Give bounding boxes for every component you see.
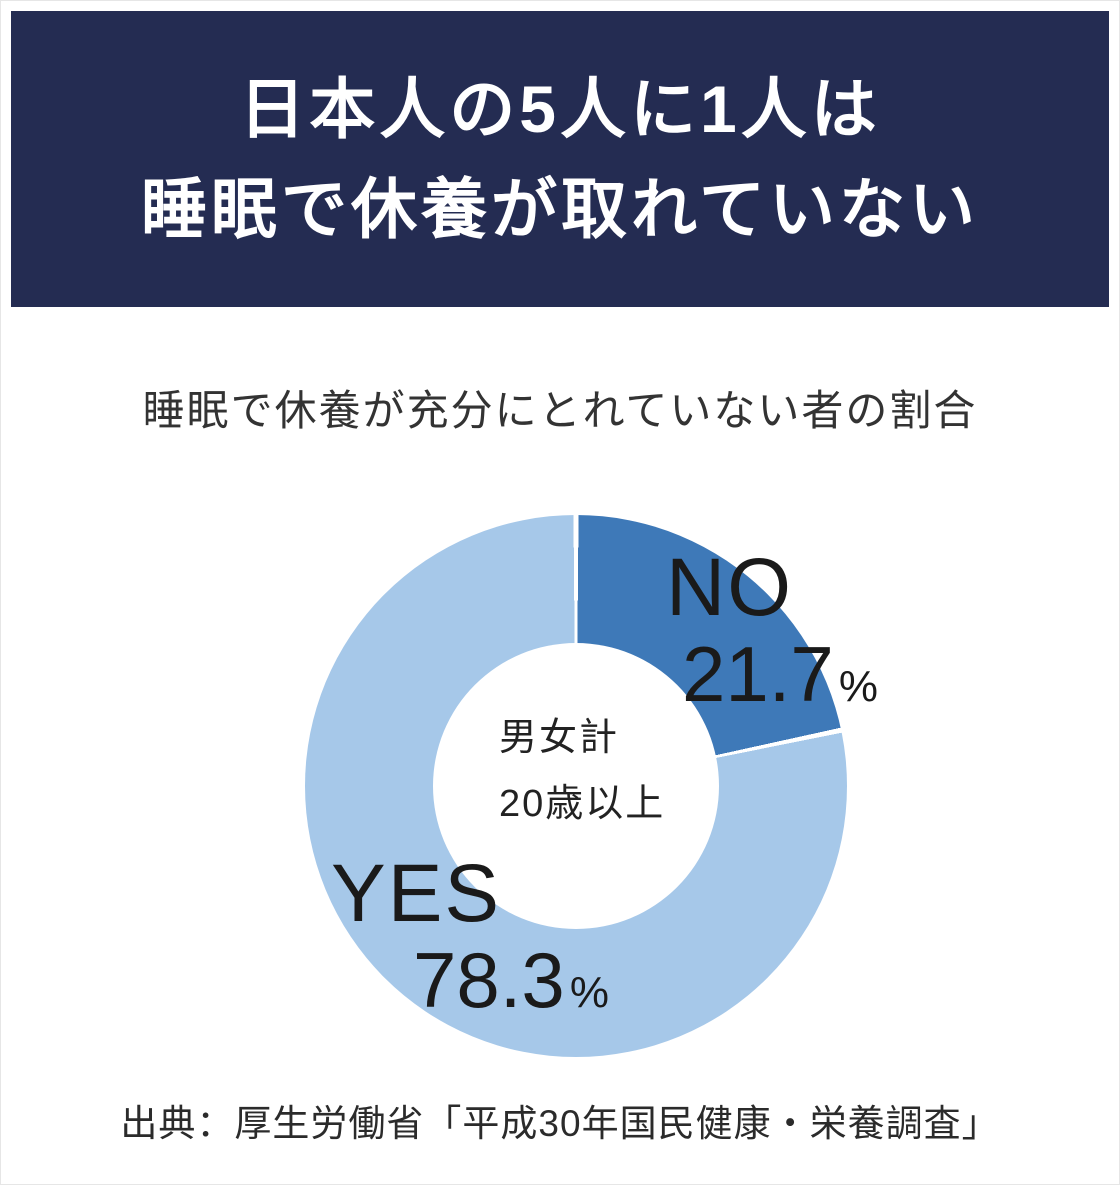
slice-label-no-value: 21.7%: [682, 635, 878, 713]
center-label-line2: 20歳以上: [499, 783, 666, 825]
donut-center-text: 男女計 20歳以上: [499, 705, 665, 837]
no-percent-unit: %: [838, 662, 878, 711]
center-label-line1: 男女計: [499, 717, 620, 759]
source-citation: 出典：厚生労働省「平成30年国民健康・栄養調査」: [120, 1103, 1000, 1144]
header-title-line2: 睡眠で休養が取れていない: [140, 172, 980, 246]
yes-percent-unit: %: [569, 968, 609, 1017]
donut-hole: 男女計 20歳以上: [433, 643, 719, 929]
header-banner: 日本人の5人に1人は 睡眠で休養が取れていない: [11, 11, 1109, 307]
slice-label-no: NO 21.7%: [666, 542, 878, 714]
header-title-line1: 日本人の5人に1人は: [239, 72, 881, 146]
slice-label-yes-value: 78.3%: [413, 941, 609, 1019]
donut-chart: 男女計 20歳以上: [305, 515, 847, 1057]
slice-label-no-name: NO: [666, 542, 793, 633]
slice-label-yes: YES 78.3%: [331, 848, 609, 1020]
yes-percent-number: 78.3: [413, 936, 565, 1024]
chart-title: 睡眠で休養が充分にとれていない者の割合: [142, 387, 978, 434]
slice-label-yes-name: YES: [331, 848, 502, 939]
no-percent-number: 21.7: [682, 630, 834, 718]
